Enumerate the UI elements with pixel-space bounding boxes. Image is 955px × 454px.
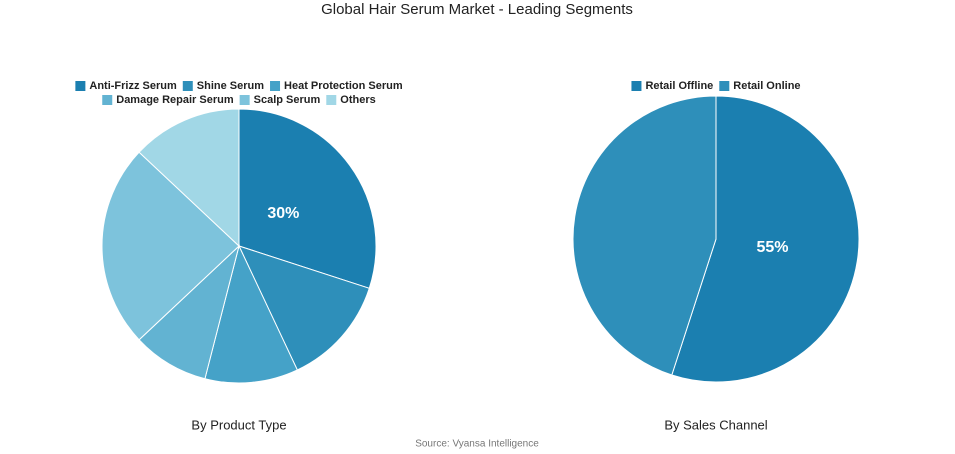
legend-label: Scalp Serum — [254, 94, 321, 106]
legend-item: Retail Offline — [631, 80, 713, 92]
pie-slice — [204, 244, 298, 384]
legend-label: Retail Offline — [645, 80, 713, 92]
legend-label: Shine Serum — [197, 80, 264, 92]
pie-slice — [238, 245, 370, 371]
legend-item: Retail Online — [719, 80, 801, 92]
legend-label: Heat Protection Serum — [284, 80, 403, 92]
page-title: Global Hair Serum Market - Leading Segme… — [321, 1, 633, 18]
legend-item: Anti-Frizz Serum — [75, 80, 177, 92]
legend-swatch — [102, 95, 113, 105]
pie-slice — [101, 151, 240, 341]
pie-slice — [138, 108, 240, 248]
legend-label: Anti-Frizz Serum — [89, 80, 177, 92]
chart-subtitle: By Product Type — [191, 417, 286, 432]
legend-label: Retail Online — [733, 80, 800, 92]
legend-swatch — [270, 81, 281, 91]
legend-swatch — [719, 81, 730, 91]
pie-slice — [671, 95, 860, 383]
legend-item: Others — [326, 94, 376, 106]
chart-subtitle: By Sales Channel — [664, 417, 767, 432]
legend-swatch — [75, 81, 86, 91]
legend-swatch — [631, 81, 642, 91]
legend-label: Damage Repair Serum — [116, 94, 234, 106]
pie-slice — [238, 108, 377, 289]
legend-item: Scalp Serum — [239, 94, 321, 106]
legend-swatch — [182, 81, 193, 91]
value-label: 55% — [756, 239, 788, 256]
legend-swatch — [239, 95, 250, 105]
value-label: 30% — [267, 205, 299, 222]
legend-item: Damage Repair Serum — [102, 94, 234, 106]
pie-slice — [572, 95, 717, 376]
legend-swatch — [326, 95, 337, 105]
legend-item: Shine Serum — [182, 80, 264, 92]
source: Source: Vyansa Intelligence — [415, 439, 539, 450]
legend-item: Heat Protection Serum — [270, 80, 403, 92]
legend-label: Others — [340, 94, 375, 106]
